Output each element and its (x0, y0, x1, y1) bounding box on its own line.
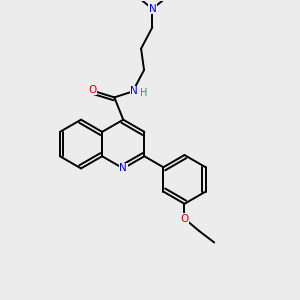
Text: N: N (119, 164, 127, 173)
Text: N: N (130, 86, 138, 96)
Text: N: N (148, 4, 156, 14)
Text: O: O (180, 214, 189, 224)
Text: O: O (88, 85, 96, 95)
Text: H: H (140, 88, 148, 98)
